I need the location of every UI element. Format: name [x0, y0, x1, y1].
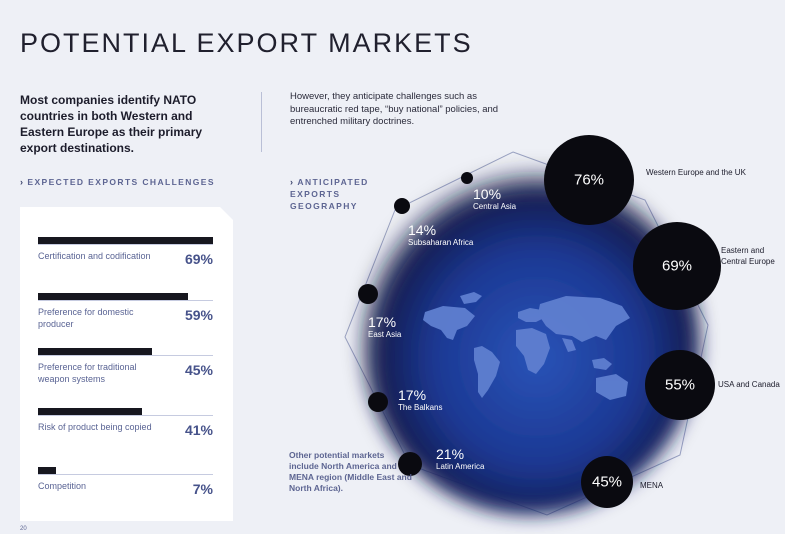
other-markets-note: Other potential markets include North Am…	[289, 450, 412, 493]
bubble-group	[358, 135, 721, 508]
challenge-bar	[38, 348, 153, 355]
row-divider	[38, 355, 213, 356]
market-label: MENA	[640, 481, 664, 490]
challenges-section-title: EXPECTED EXPORTS CHALLENGES	[27, 177, 215, 187]
intro-secondary-text: However, they anticipate challenges such…	[290, 91, 499, 127]
chevron-right-icon: ›	[20, 177, 25, 187]
divider	[261, 92, 262, 152]
market-value: 14%	[408, 222, 437, 238]
geography-section-label: › ANTICIPATED EXPORTS GEOGRAPHY	[290, 176, 390, 212]
challenge-value: 45%	[184, 362, 213, 378]
market-bubble	[398, 452, 422, 476]
challenge-row: Preference for domestic producer 59%	[38, 293, 213, 351]
market-bubble	[358, 284, 378, 304]
challenge-row: Risk of product being copied 41%	[38, 408, 213, 466]
row-divider	[38, 244, 213, 245]
challenge-row: Competition 7%	[38, 467, 213, 521]
market-annotation: 17% East Asia	[368, 314, 438, 340]
market-bubble	[645, 350, 715, 420]
market-label: Central Asia	[473, 202, 517, 211]
intro-text: Most companies identify NATO countries i…	[20, 93, 203, 155]
challenge-value: 69%	[184, 251, 213, 267]
challenge-label: Preference for traditional weapon system…	[38, 362, 137, 384]
market-bubble	[368, 392, 388, 412]
chevron-right-icon: ›	[290, 177, 295, 187]
market-label: Eastern and Central Europe	[721, 246, 775, 266]
market-label: Subsaharan Africa	[408, 238, 474, 247]
market-annotation: 17% The Balkans	[398, 387, 468, 413]
market-label: Western Europe and the UK	[646, 168, 746, 177]
market-label: The Balkans	[398, 403, 443, 412]
page-title: POTENTIAL EXPORT MARKETS	[20, 28, 473, 58]
challenge-row: Certification and codification 69%	[38, 237, 213, 295]
challenges-section-label: › EXPECTED EXPORTS CHALLENGES	[20, 177, 215, 187]
market-value: 17%	[398, 387, 427, 403]
challenge-label: Certification and codification	[38, 251, 151, 261]
market-bubble	[461, 172, 473, 184]
market-bubble	[544, 135, 634, 225]
market-value: 10%	[473, 186, 502, 202]
challenge-bar	[38, 467, 56, 474]
page-number: 20	[20, 526, 27, 532]
challenges-card: Certification and codification 69% Prefere…	[20, 207, 233, 521]
challenge-value: 41%	[184, 422, 213, 438]
market-value: 69%	[661, 257, 693, 275]
row-divider	[38, 474, 213, 475]
challenge-bar	[38, 237, 213, 244]
market-bubble	[581, 456, 633, 508]
market-annotation: 21% Latin America	[436, 446, 506, 472]
challenge-value: 59%	[184, 307, 213, 323]
market-annotation: 10% Central Asia	[473, 186, 543, 212]
market-value: 55%	[664, 376, 696, 394]
market-value: 45%	[591, 473, 623, 491]
challenge-label: Preference for domestic producer	[38, 307, 134, 329]
market-bubble	[394, 198, 410, 214]
market-label: East Asia	[368, 330, 402, 339]
market-annotation: 14% Subsaharan Africa	[408, 222, 478, 248]
row-divider	[38, 415, 213, 416]
challenge-label: Competition	[38, 481, 87, 491]
challenge-bar	[38, 293, 188, 300]
challenge-label: Risk of product being copied	[38, 422, 152, 432]
market-label: Latin America	[436, 462, 485, 471]
market-bubble	[633, 222, 721, 310]
geography-section-title: ANTICIPATED EXPORTS GEOGRAPHY	[290, 177, 369, 211]
challenge-value: 7%	[192, 481, 213, 497]
market-label: USA and Canada	[718, 380, 780, 389]
row-divider	[38, 300, 213, 301]
market-value: 17%	[368, 314, 397, 330]
market-value: 76%	[573, 171, 605, 189]
market-value: 21%	[436, 446, 465, 462]
world-map-icon	[423, 292, 630, 400]
challenge-bar	[38, 408, 142, 415]
challenge-row: Preference for traditional weapon system…	[38, 348, 213, 406]
